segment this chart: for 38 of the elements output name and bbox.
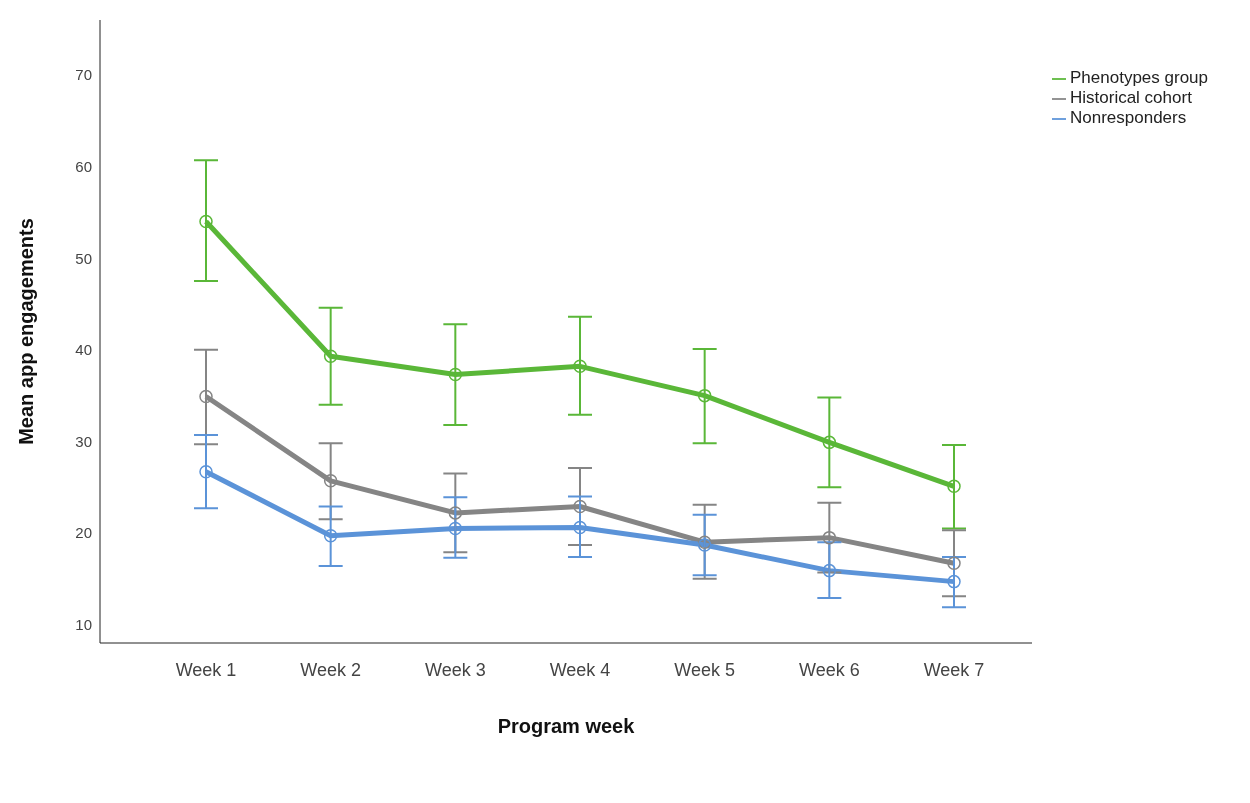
point: [947, 479, 961, 494]
y-tick-label: 70: [75, 66, 92, 84]
point: [448, 367, 463, 382]
point: [199, 464, 213, 479]
x-tick-label: Week 4: [549, 659, 611, 680]
y-tick-label: 40: [75, 341, 92, 359]
point: [448, 506, 463, 520]
x-tick-label: Week 7: [923, 659, 985, 680]
y-tick-label: 20: [75, 524, 92, 542]
point: [822, 563, 837, 578]
point: [323, 349, 338, 363]
point: [199, 389, 213, 404]
point: [323, 529, 338, 543]
x-tick-label: Week 5: [674, 659, 736, 680]
point: [448, 521, 463, 536]
x-tick-label: Week 2: [300, 659, 362, 680]
y-axis-title: Mean app engagements: [15, 218, 38, 445]
point: [822, 530, 837, 545]
point: [573, 499, 587, 514]
point: [199, 214, 213, 229]
x-tick-label: Week 3: [424, 659, 486, 680]
point: [573, 520, 587, 535]
x-tick-label: Week 6: [798, 659, 860, 680]
legend-label: Phenotypes group: [1070, 68, 1208, 87]
point: [323, 474, 338, 488]
point: [947, 556, 961, 571]
point: [822, 435, 837, 450]
legend-label: Nonresponders: [1070, 108, 1187, 127]
y-tick-label: 10: [75, 616, 92, 633]
point: [697, 388, 712, 403]
y-tick-label: 30: [75, 432, 92, 450]
x-tick-label: Week 1: [175, 659, 237, 680]
y-tick-label: 60: [75, 157, 92, 175]
x-axis-title: Program week: [497, 715, 636, 737]
point: [573, 359, 587, 374]
y-tick-label: 50: [75, 249, 92, 267]
legend-label: Historical cohort: [1070, 88, 1192, 107]
point: [947, 574, 961, 589]
